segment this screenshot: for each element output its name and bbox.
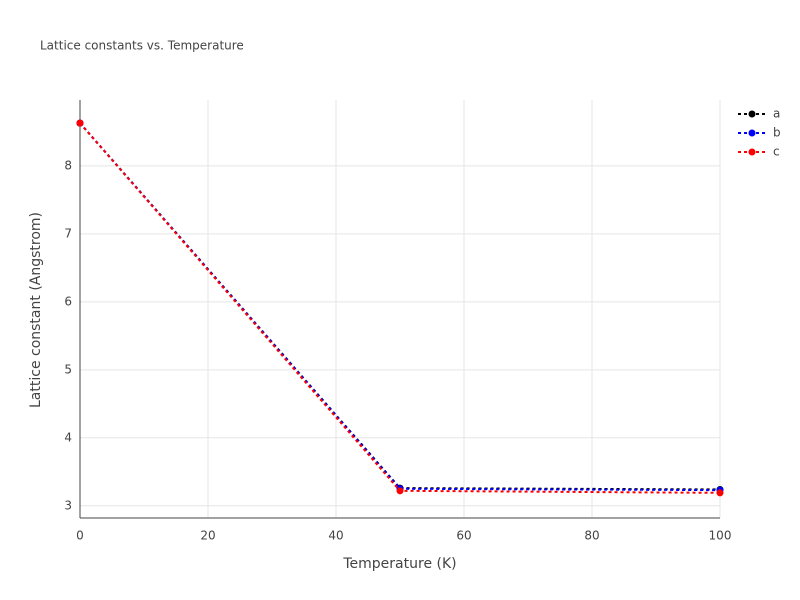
y-tick-label: 7: [64, 226, 72, 240]
legend-marker: [748, 110, 756, 118]
x-tick-label: 20: [200, 529, 215, 543]
y-axis-title: Lattice constant (Angstrom): [28, 212, 44, 408]
y-tick-label: 5: [64, 362, 72, 376]
x-tick-label: 0: [76, 529, 84, 543]
series-line: [79, 122, 721, 491]
legend-marker: [748, 148, 756, 156]
legend-label: a: [773, 107, 780, 121]
y-tick-label: 6: [64, 294, 72, 308]
x-tick-label: 100: [709, 529, 732, 543]
legend-marker: [748, 129, 756, 137]
x-tick-label: 80: [584, 529, 599, 543]
x-axis-title: Temperature (K): [342, 556, 456, 572]
x-tick-label: 40: [328, 529, 343, 543]
data-point: [716, 489, 724, 497]
legend-label: b: [773, 126, 781, 140]
y-tick-label: 8: [64, 158, 72, 172]
chart-title: Lattice constants vs. Temperature: [40, 39, 244, 53]
data-point: [76, 119, 84, 127]
series-line: [79, 122, 721, 492]
x-tick-label: 60: [456, 529, 471, 543]
data-point: [396, 487, 404, 495]
legend-label: c: [773, 145, 780, 159]
y-tick-label: 3: [64, 498, 72, 512]
y-tick-label: 4: [64, 430, 72, 444]
